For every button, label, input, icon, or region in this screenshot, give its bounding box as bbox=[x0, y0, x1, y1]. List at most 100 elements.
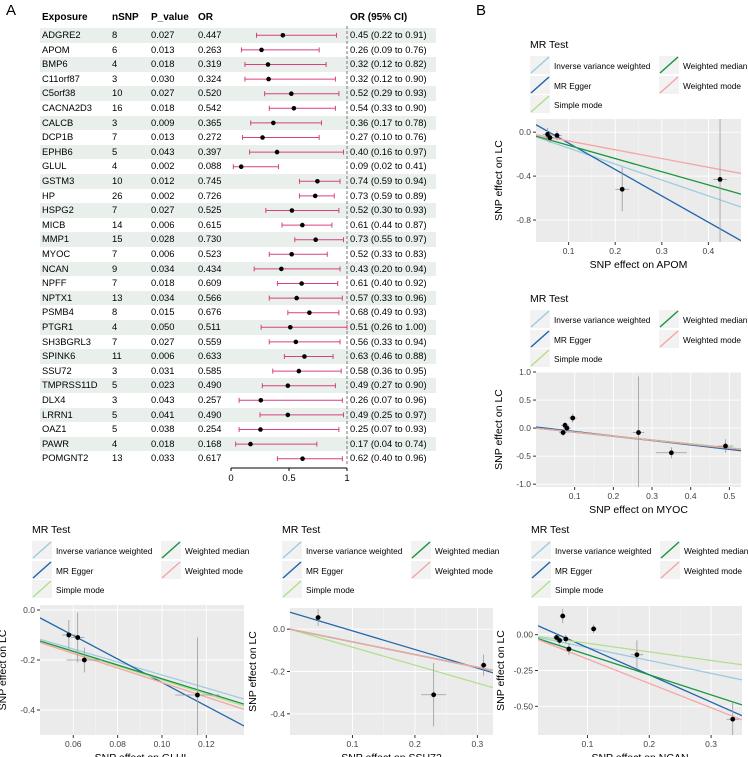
row-nsnp: 14 bbox=[112, 218, 123, 230]
row-exposure: C5orf38 bbox=[42, 87, 76, 99]
row-or-ci: 0.45 (0.22 to 0.91) bbox=[350, 29, 427, 40]
mr-scatter-panel: 0.1 0.2 0.3 0.0 -0.2 -0.4 SNP effect on SSU72 S… bbox=[247, 608, 493, 757]
row-or: 0.730 bbox=[198, 233, 222, 245]
snp-point bbox=[560, 430, 566, 435]
row-exposure: LRRN1 bbox=[42, 408, 73, 420]
y-axis-label: SNP effect on LC bbox=[493, 140, 505, 221]
row-nsnp: 4 bbox=[112, 437, 118, 449]
legend-key-line bbox=[530, 76, 550, 94]
forest-row: CALCB 3 0.009 0.365 0.36 (0.17 to 0.78) bbox=[40, 115, 436, 131]
mr-legend: MR Test Inverse variance weighted MR Egger… bbox=[32, 524, 250, 598]
snp-point bbox=[560, 613, 566, 619]
y-tick-label: -0.4 bbox=[270, 709, 285, 719]
row-p-value: 0.015 bbox=[151, 306, 175, 318]
row-or: 0.272 bbox=[198, 131, 222, 143]
y-axis-label: SNP effect on LC bbox=[247, 631, 259, 712]
row-or: 0.254 bbox=[198, 423, 222, 435]
row-exposure: TMPRSS11D bbox=[42, 379, 98, 391]
row-or: 0.745 bbox=[198, 175, 222, 186]
row-exposure: ADGRE2 bbox=[42, 29, 81, 40]
plot-marks bbox=[290, 609, 493, 727]
row-nsnp: 7 bbox=[112, 131, 118, 143]
row-or: 0.263 bbox=[198, 43, 222, 55]
forest-row: PSMB4 8 0.015 0.676 0.68 (0.49 to 0.93) bbox=[40, 305, 436, 320]
forest-row: GLUL 4 0.002 0.088 0.09 (0.02 to 0.41) bbox=[40, 159, 436, 174]
row-p-value: 0.033 bbox=[151, 452, 175, 464]
mr-regression-line bbox=[538, 635, 742, 666]
row-nsnp: 3 bbox=[112, 116, 118, 128]
row-or-ci: 0.57 (0.33 to 0.96) bbox=[350, 291, 427, 303]
row-exposure: NCAN bbox=[42, 262, 69, 274]
legend-key-line bbox=[282, 580, 302, 598]
row-nsnp: 9 bbox=[112, 262, 118, 274]
x-tick-label: 0.3 bbox=[471, 739, 483, 749]
legend-title: MR Test bbox=[530, 39, 568, 51]
x-tick-label: 0.3 bbox=[656, 246, 668, 256]
row-p-value: 0.006 bbox=[151, 248, 175, 259]
row-or-ci: 0.26 (0.07 to 0.96) bbox=[350, 394, 427, 405]
row-exposure: DLX4 bbox=[42, 394, 66, 405]
y-tick-label: 0.0 bbox=[519, 127, 531, 137]
legend-label: Simple mode bbox=[554, 354, 603, 364]
x-tick-label: 0.1 bbox=[347, 739, 359, 749]
legend-key-line bbox=[530, 330, 550, 348]
legend-key-line bbox=[530, 310, 550, 328]
row-exposure: MMP1 bbox=[42, 233, 70, 245]
mr-regression-line bbox=[290, 628, 493, 672]
row-nsnp: 13 bbox=[112, 291, 123, 303]
row-or-ci: 0.36 (0.17 to 0.78) bbox=[350, 116, 427, 128]
row-nsnp: 5 bbox=[112, 145, 118, 157]
row-nsnp: 7 bbox=[112, 248, 118, 259]
row-or-ci: 0.54 (0.33 to 0.90) bbox=[350, 102, 427, 113]
row-p-value: 0.043 bbox=[151, 394, 175, 405]
row-or: 0.609 bbox=[198, 277, 222, 289]
mr-legend: MR Test Inverse variance weighted MR Egger… bbox=[530, 39, 748, 113]
legend-key-line bbox=[282, 541, 302, 559]
row-or-ci: 0.52 (0.33 to 0.83) bbox=[350, 248, 427, 259]
row-nsnp: 16 bbox=[112, 102, 123, 113]
snp-point bbox=[634, 652, 640, 658]
row-or: 0.633 bbox=[198, 350, 222, 362]
snp-point bbox=[723, 443, 728, 449]
legend-key-line bbox=[32, 541, 52, 559]
row-exposure: HSPG2 bbox=[42, 204, 74, 216]
plot-marks bbox=[536, 376, 741, 487]
y-tick-label: -0.4 bbox=[516, 171, 531, 181]
snp-point bbox=[431, 692, 437, 698]
row-exposure: SH3BGRL3 bbox=[42, 335, 91, 347]
mr-regression-line bbox=[40, 642, 244, 710]
row-p-value: 0.018 bbox=[151, 437, 175, 449]
y-tick-label: -0.5 bbox=[516, 451, 531, 461]
legend-label: Inverse variance weighted bbox=[555, 546, 652, 556]
forest-row: DCP1B 7 0.013 0.272 0.27 (0.10 to 0.76) bbox=[40, 130, 436, 145]
row-p-value: 0.012 bbox=[151, 175, 175, 186]
forest-row: MICB 14 0.006 0.615 0.61 (0.44 to 0.87) bbox=[40, 218, 436, 233]
snp-point bbox=[557, 638, 563, 643]
y-tick-label: 0.0 bbox=[273, 624, 285, 634]
forest-row: SPINK6 11 0.006 0.633 0.63 (0.46 to 0.88) bbox=[40, 349, 436, 364]
row-or: 0.365 bbox=[198, 116, 222, 128]
snp-point bbox=[566, 646, 572, 652]
legend-key-line bbox=[659, 330, 679, 348]
legend-key-line bbox=[411, 541, 431, 559]
mr-scatter-panel: 0.1 0.2 0.3 0.00 -0.25 -0.50 SNP effect on NCA… bbox=[495, 606, 742, 757]
row-exposure: SPINK6 bbox=[42, 350, 76, 362]
y-tick-label: -0.25 bbox=[514, 666, 534, 676]
row-exposure: PAWR bbox=[42, 437, 70, 449]
y-tick-label: -1.0 bbox=[516, 479, 531, 489]
y-tick-label: -0.2 bbox=[20, 655, 35, 665]
snp-point bbox=[554, 635, 559, 640]
legend-key-line bbox=[660, 541, 680, 559]
row-exposure: C11orf87 bbox=[42, 72, 80, 84]
row-or-ci: 0.32 (0.12 to 0.90) bbox=[350, 72, 427, 84]
row-exposure: NPFF bbox=[42, 277, 67, 289]
row-or: 0.525 bbox=[198, 204, 222, 216]
snp-point bbox=[730, 716, 736, 722]
x-tick-label: 0.2 bbox=[607, 491, 619, 501]
forest-row: GSTM3 10 0.012 0.745 0.74 (0.59 to 0.94) bbox=[40, 174, 436, 189]
row-p-value: 0.006 bbox=[151, 350, 175, 362]
row-or: 0.559 bbox=[198, 335, 222, 347]
row-or: 0.726 bbox=[198, 189, 222, 201]
x-tick-label: 0.4 bbox=[685, 491, 697, 501]
